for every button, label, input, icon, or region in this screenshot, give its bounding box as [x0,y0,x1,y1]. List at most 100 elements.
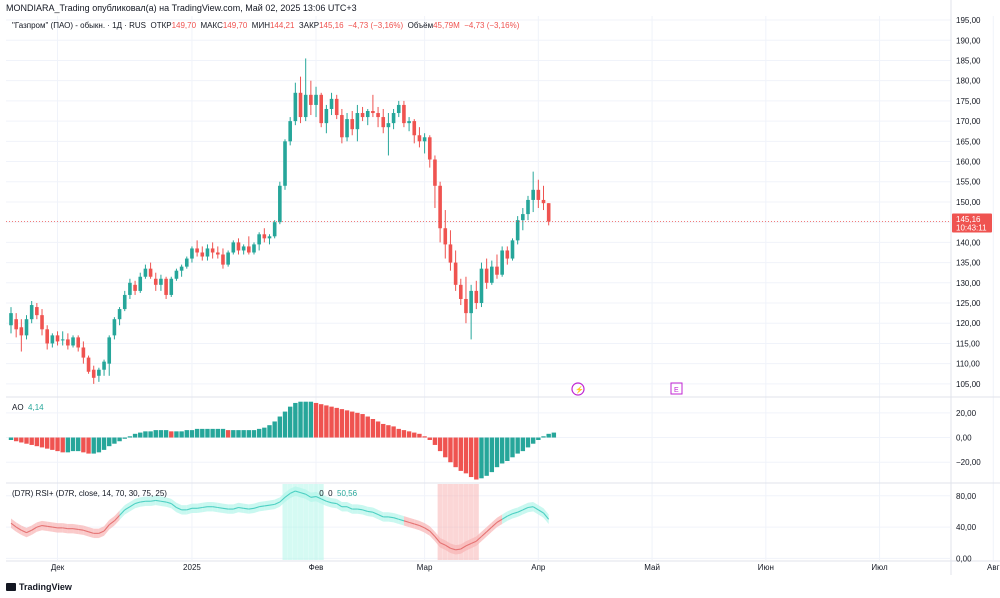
rsi-line-segment [496,518,503,523]
ao-bar [169,431,174,438]
rsi-line-segment [295,490,301,494]
rsi-line-segment [372,511,379,516]
rsi-line-segment [444,544,451,549]
rsi-line-segment [532,506,539,511]
candle-body [112,319,117,336]
ao-bar [65,437,71,453]
ao-bar [520,437,526,452]
x-tick-label: Май [644,563,660,572]
candle-body [319,94,323,124]
rsi-line-segment [470,540,477,545]
ao-bar [360,414,365,438]
y-tick-label: 190,00 [956,36,981,45]
rsi-line-segment [10,522,17,528]
rsi-zone-band [437,484,443,560]
ao-bar [391,426,396,438]
ao-bar [215,428,220,438]
candle-body [484,268,489,283]
candle-body [138,276,143,291]
axes: Дек 2025 Фев Мар Апр Май Июн Июл Авг 105,00 110,00… [51,16,1000,572]
rsi-line-segment [15,526,22,531]
rsi-line-segment [103,524,110,532]
publish-line: MONDIARA_Trading опубликовал(а) на Tradi… [6,3,357,13]
rsi-name[interactable]: (D7R) RSI+ (D7R, close, 14, 70, 30, 75, … [12,489,167,498]
ao-bar [412,432,417,438]
high-value: 149,70 [222,21,248,30]
ao-bar [546,433,551,438]
candle-body [159,278,163,285]
rsi-line-segment [434,536,441,544]
candle-body [479,268,484,304]
rsi-line-segment [522,507,529,511]
rsi-line-segment [248,507,255,510]
main-legend: "Газпром" (ПАО) - обыкн. · 1Д · RUS ОТКР… [12,21,519,30]
ao-bar [55,437,60,452]
rsi-zone-band [282,484,288,560]
ao-bar [437,437,443,452]
ao-bar [499,437,505,464]
open-value: 149,70 [171,21,197,30]
ao-bar [256,428,262,438]
y-tick-label: 130,00 [956,279,981,288]
tradingview-logo-icon [6,583,16,591]
candle-body [324,108,329,124]
ao-bar [272,421,277,438]
ao-bar [29,437,34,445]
ao-bar [287,406,293,438]
rsi-line-segment [31,526,38,531]
ao-bar [551,432,557,438]
rsi-line-segment [460,545,467,550]
candle-body [128,282,132,295]
ao-bar [231,430,236,438]
ao-bar [365,416,370,438]
rsi-line-segment [170,503,177,508]
candle-body [490,266,494,283]
rsi-zone-band [458,484,464,560]
ao-bar [381,423,386,438]
ao-bar [510,437,515,458]
candle-body [448,244,453,263]
candle-body [221,254,225,265]
rsi-line-segment [377,514,384,518]
brand-name: TradingView [19,582,72,592]
candle-body [510,240,515,259]
ao-name[interactable]: AO [12,403,24,412]
ao-bar [443,437,448,458]
ao-bar [277,416,283,438]
rsi-line-segment [83,529,89,533]
candle-body [438,185,442,229]
candle-body [536,189,541,200]
candle-body [365,111,370,118]
candle-body [505,250,510,259]
ao-bar [525,437,531,448]
symbol-name[interactable]: "Газпром" (ПАО) - обыкн. · 1Д · RUS [12,21,147,30]
dividend-marker-glyph: ⚡ [575,385,584,394]
footer-brand[interactable]: TradingView [6,582,72,592]
candle-body [19,327,24,336]
candle-body [91,369,96,378]
ao-bar [458,437,463,471]
price-badge-value: 145,16 [956,215,981,224]
candle-body [148,268,153,277]
candle-body [14,319,18,330]
ao-bar [350,411,355,438]
earnings-marker-icon [670,382,683,395]
price-badge [952,213,992,233]
rsi-line-segment [455,548,461,551]
rsi-zone-band [447,484,453,560]
y-tick-label: 125,00 [956,299,981,308]
high-label: МАКС [200,21,223,30]
ao-bar [86,437,91,454]
rsi-line-segment [222,507,229,510]
rsi-highlight-bands [282,484,479,560]
ao-bar [50,437,55,450]
rsi-line-segment [269,503,275,506]
y-tick-label: 195,00 [956,16,981,25]
rsi-line-segment [398,518,405,522]
ao-bar [210,428,215,438]
candle-body [169,278,174,295]
x-tick-label: Мар [417,563,433,572]
candle-body [500,250,504,275]
ao-bar [91,437,96,454]
